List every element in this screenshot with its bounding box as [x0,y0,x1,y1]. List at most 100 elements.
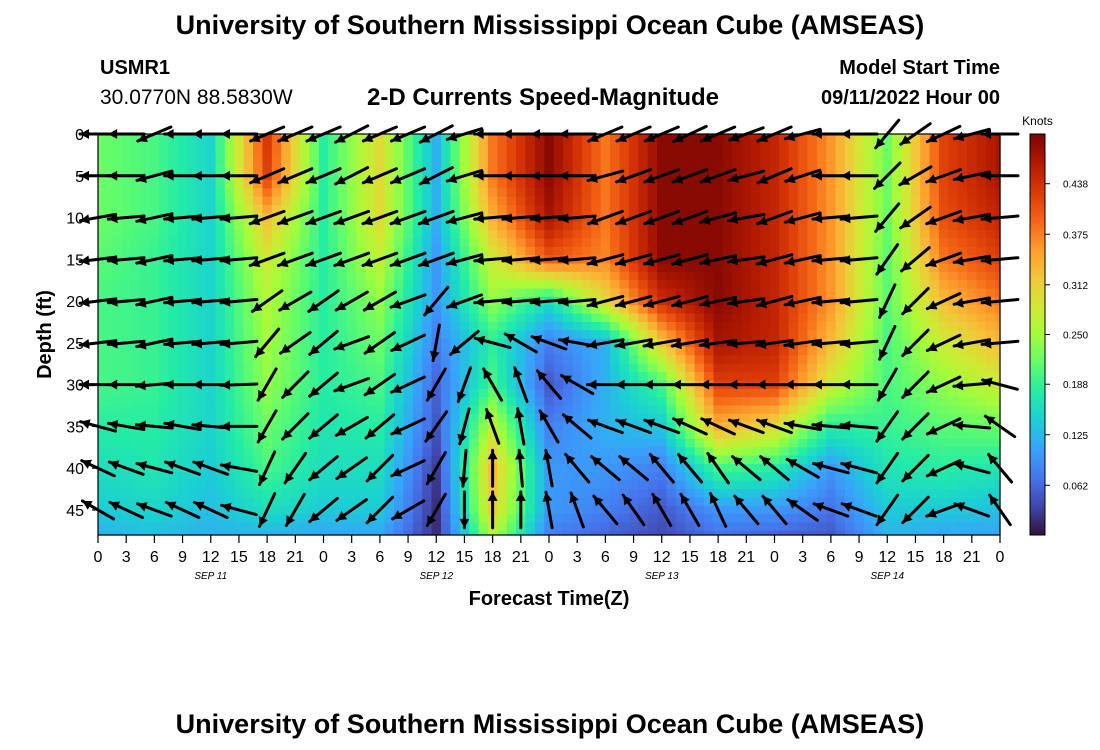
heatmap-cell [159,355,170,365]
heatmap-cell [384,505,395,515]
heatmap-cell [149,480,160,490]
heatmap-cell [628,413,639,423]
heatmap-cell [497,163,508,173]
heatmap-cell [619,472,630,482]
heatmap-cell [506,205,517,214]
heatmap-cell [920,447,931,457]
heatmap-cell [337,280,348,290]
heatmap-cell [675,447,686,457]
heatmap-cell [337,296,348,306]
heatmap-cell [253,296,264,306]
heatmap-cell [713,313,724,323]
heatmap-cell [553,489,564,498]
heatmap-cell [234,413,245,423]
heatmap-cell [816,271,827,281]
heatmap-cell [262,522,273,532]
heatmap-cell [497,338,508,348]
heatmap-cell [741,146,752,156]
heatmap-cell [478,372,489,382]
heatmap-cell [300,271,311,281]
heatmap-cell [844,489,855,498]
heatmap-cell [619,230,630,240]
heatmap-cell [177,313,188,323]
heatmap-cell [863,321,874,331]
heatmap-cell [365,221,376,231]
heatmap-cell [666,530,677,536]
heatmap-cell [121,321,132,331]
heatmap-cell [478,271,489,281]
heatmap-cell [694,179,705,189]
heatmap-cell [628,497,639,507]
heatmap-cell [215,196,226,206]
heatmap-cell [704,463,715,473]
heatmap-cell [469,246,480,256]
heatmap-cell [685,388,696,398]
heatmap-cell [985,355,996,365]
heatmap-cell [544,330,555,340]
heatmap-cell [610,205,621,214]
heatmap-cell [140,138,151,148]
heatmap-cell [487,288,498,298]
heatmap-cell [675,422,686,432]
heatmap-cell [638,347,649,356]
heatmap-cell [619,430,630,440]
heatmap-cell [985,438,996,448]
heatmap-cell [760,188,771,198]
heatmap-cell [675,397,686,407]
heatmap-cell [788,363,799,373]
heatmap-cell [891,196,902,206]
heatmap-cell [995,388,1001,398]
heatmap-cell [271,472,282,482]
heatmap-cell [102,505,113,515]
heatmap-cell [121,472,132,482]
heatmap-cell [976,221,987,231]
heatmap-cell [422,288,433,298]
heatmap-cell [224,397,235,407]
heatmap-cell [243,497,254,507]
heatmap-cell [694,430,705,440]
heatmap-cell [506,472,517,482]
heatmap-cell [365,213,376,223]
heatmap-cell [271,505,282,515]
heatmap-cell [713,238,724,248]
heatmap-cell [450,213,461,223]
heatmap-cell [412,321,423,331]
heatmap-cell [431,134,442,139]
heatmap-cell [948,455,959,465]
vector-head [391,132,402,143]
heatmap-cell [140,347,151,356]
heatmap-cell [938,230,949,240]
heatmap-cell [130,188,141,198]
heatmap-cell [920,355,931,365]
heatmap-cell [666,280,677,290]
heatmap-cell [995,505,1001,515]
heatmap-cell [854,238,865,248]
heatmap-cell [807,388,818,398]
heatmap-cell [102,154,113,164]
current-vector [699,168,737,184]
vector-head [335,133,346,143]
heatmap-cell [713,522,724,532]
heatmap-cell [262,480,273,490]
heatmap-cell [891,188,902,198]
heatmap-cell [525,313,536,323]
heatmap-cell [149,397,160,407]
heatmap-cell [694,489,705,498]
heatmap-cell [365,422,376,432]
current-vector [873,161,902,190]
heatmap-cell [506,163,517,173]
heatmap-cell [985,397,996,407]
heatmap-cell [713,347,724,356]
heatmap-cell [262,221,273,231]
heatmap-cell [797,305,808,315]
heatmap-cell [440,330,451,340]
heatmap-cell [271,321,282,331]
heatmap-cell [281,497,292,507]
heatmap-cell [318,480,329,490]
heatmap-cell [891,296,902,306]
heatmap-cell [807,138,818,148]
heatmap-cell [882,530,893,536]
heatmap-cell [685,163,696,173]
heatmap-cell [704,205,715,214]
heatmap-cell [234,271,245,281]
